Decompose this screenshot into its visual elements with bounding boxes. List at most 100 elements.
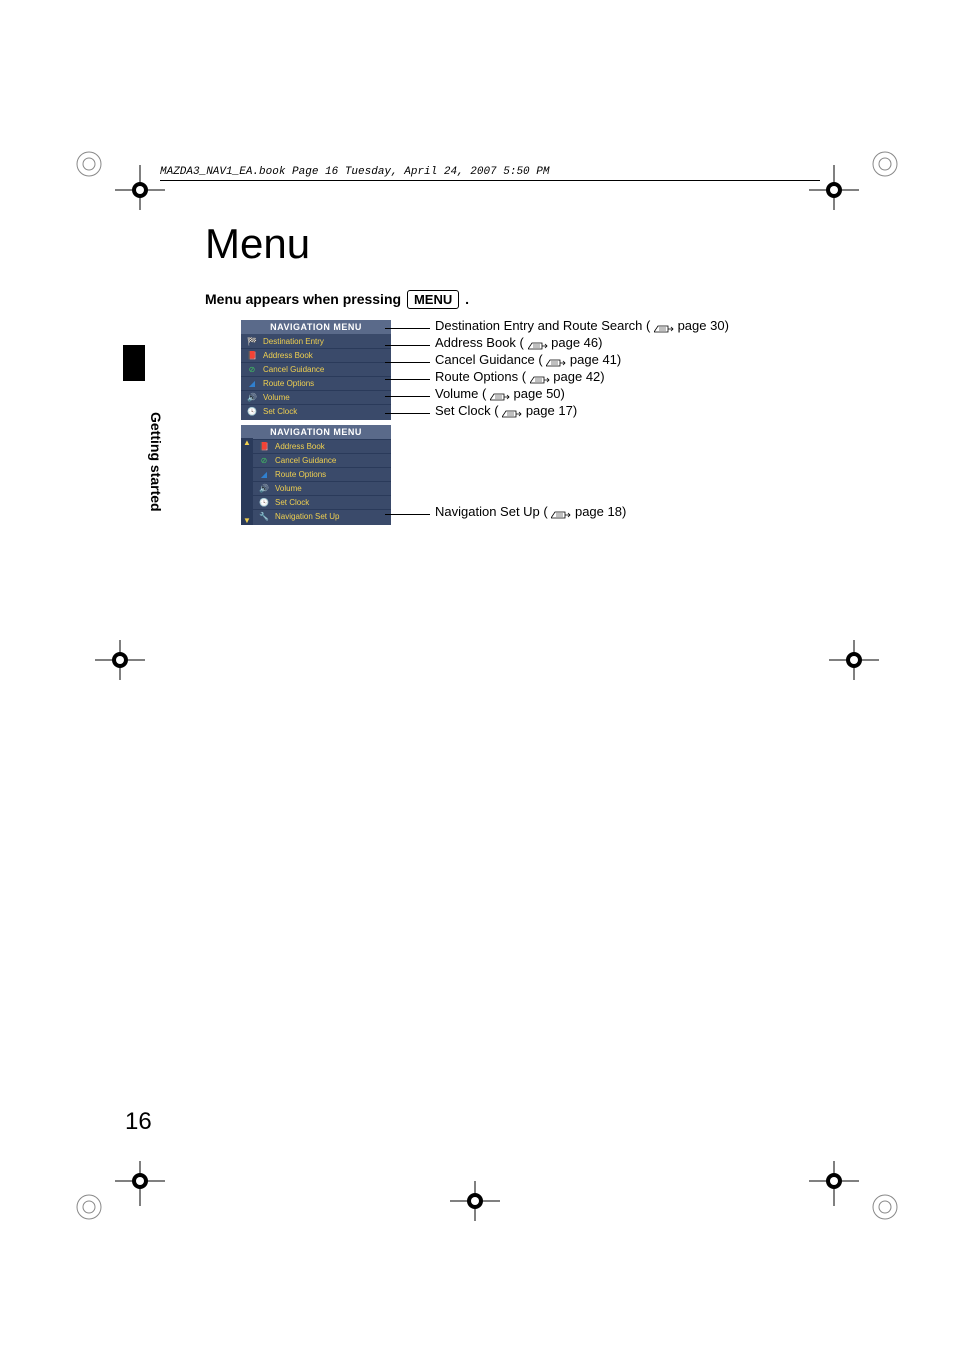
callout-post: ) [598,335,602,350]
callout-label: Cancel Guidance ( page 41) [435,352,621,367]
nav-item-icon: 📕 [259,442,269,452]
section-tab-label: Getting started [148,412,164,512]
callout-label: Route Options ( page 42) [435,369,605,384]
crop-mark-mr [829,640,879,680]
crop-mark-bl [75,1161,165,1221]
nav-item-label: Set Clock [263,407,297,416]
nav-item-label: Route Options [263,379,314,388]
crop-mark-bc [450,1181,500,1221]
callout-pre: Set Clock ( [435,403,502,418]
nav-item-label: Volume [263,393,290,402]
callout-leader-line [385,328,430,329]
callout-leader-line [385,396,430,397]
nav-item-label: Cancel Guidance [275,456,336,465]
nav-menu-item[interactable]: 🕓 Set Clock [253,495,391,509]
nav-item-label: Volume [275,484,302,493]
nav-item-icon: ⊘ [247,365,257,375]
callout-leader-line [385,345,430,346]
nav-item-icon: 🔊 [259,484,269,494]
nav-item-icon: ⊘ [259,456,269,466]
page-ref-icon [502,407,522,417]
nav-menu-item[interactable]: 🔊 Volume [253,481,391,495]
page-ref-icon [654,322,674,332]
nav-menu-item[interactable]: ⊘ Cancel Guidance [253,453,391,467]
nav-menu-item[interactable]: 📕 Address Book [241,348,391,362]
subtitle-pre: Menu appears when pressing [205,291,405,307]
nav-menu-item[interactable]: 🔊 Volume [241,390,391,404]
crop-mark-tl [75,150,165,210]
callout-post: ) [561,386,565,401]
page-number: 16 [125,1108,152,1136]
nav-item-icon: 🕓 [259,498,269,508]
nav-item-label: Navigation Set Up [275,512,339,521]
page-header-text: MAZDA3_NAV1_EA.book Page 16 Tuesday, Apr… [160,166,549,178]
nav-menu-item[interactable]: ◢Route Options [253,467,391,481]
nav-item-icon: 🔧 [259,512,269,522]
nav-item-label: Address Book [275,442,325,451]
navigation-menu-panel-1: NAVIGATION MENU 🏁 Destination Entry 📕 Addre… [241,320,391,420]
nav-item-label: Cancel Guidance [263,365,324,374]
callout-leader-line [385,362,430,363]
nav-menu-item[interactable]: 📕 Address Book [253,439,391,453]
nav-scroll-column: ▲ ▼ [241,438,253,525]
page-title: Menu [205,220,310,268]
nav-item-label: Set Clock [275,498,309,507]
scroll-down-icon[interactable]: ▼ [243,516,251,525]
callout-leader-line [385,413,430,414]
crop-mark-ml [95,640,145,680]
callout-page: page 50 [514,386,561,401]
scroll-up-icon[interactable]: ▲ [243,438,251,447]
page-ref-icon [530,373,550,383]
callout-pre: Route Options ( [435,369,530,384]
callout-label: Destination Entry and Route Search ( pag… [435,318,729,333]
callout-page: page 17 [526,403,573,418]
callout-page: page 30 [678,318,725,333]
page-ref-icon [490,390,510,400]
callout-post: ) [725,318,729,333]
callout-page: page 46 [551,335,598,350]
menu-subtitle: Menu appears when pressing MENU . [205,290,469,309]
nav-item-icon: 🔊 [247,393,257,403]
section-tab-marker [123,345,145,381]
nav-item-icon: 🏁 [247,336,257,346]
callout-label: Set Clock ( page 17) [435,403,577,418]
nav-menu-item[interactable]: ◢Route Options [241,376,391,390]
page-ref-icon [528,339,548,349]
callout-post: ) [622,504,626,519]
callout-label: Volume ( page 50) [435,386,565,401]
callout-post: ) [617,352,621,367]
callout-pre: Volume ( [435,386,490,401]
nav-item-label: Route Options [275,470,326,479]
nav-menu-item[interactable]: ⊘ Cancel Guidance [241,362,391,376]
page-header-rule [160,180,820,181]
callout-pre: Destination Entry and Route Search ( [435,318,654,333]
callout-page: page 42 [553,369,600,384]
menu-key-label: MENU [407,290,459,309]
page-ref-icon [546,356,566,366]
nav-item-icon: 🕓 [247,407,257,417]
navigation-menu-panel-2: NAVIGATION MENU 📕 Address Book ⊘ Cancel Gui… [241,425,391,525]
callout-pre: Address Book ( [435,335,528,350]
nav-menu-item[interactable]: 🕓 Set Clock [241,404,391,418]
nav-menu-item[interactable]: 🏁 Destination Entry [241,334,391,348]
callout-leader-line [385,379,430,380]
callout-label: Navigation Set Up ( page 18) [435,504,626,519]
subtitle-post: . [465,291,469,307]
callout-page: page 18 [575,504,622,519]
callout-pre: Navigation Set Up ( [435,504,551,519]
nav-menu-item[interactable]: 🔧 Navigation Set Up [253,509,391,523]
callout-leader-line [385,514,430,515]
nav-menu-header: NAVIGATION MENU [241,320,391,334]
callout-post: ) [573,403,577,418]
nav-item-label: Address Book [263,351,313,360]
nav-item-label: Destination Entry [263,337,324,346]
crop-mark-br [809,1161,899,1221]
nav-menu-header: NAVIGATION MENU [241,425,391,439]
callout-label: Address Book ( page 46) [435,335,602,350]
callout-pre: Cancel Guidance ( [435,352,546,367]
callout-post: ) [600,369,604,384]
nav-item-icon: 📕 [247,351,257,361]
callout-page: page 41 [570,352,617,367]
crop-mark-tr [809,150,899,210]
page-ref-icon [551,508,571,518]
